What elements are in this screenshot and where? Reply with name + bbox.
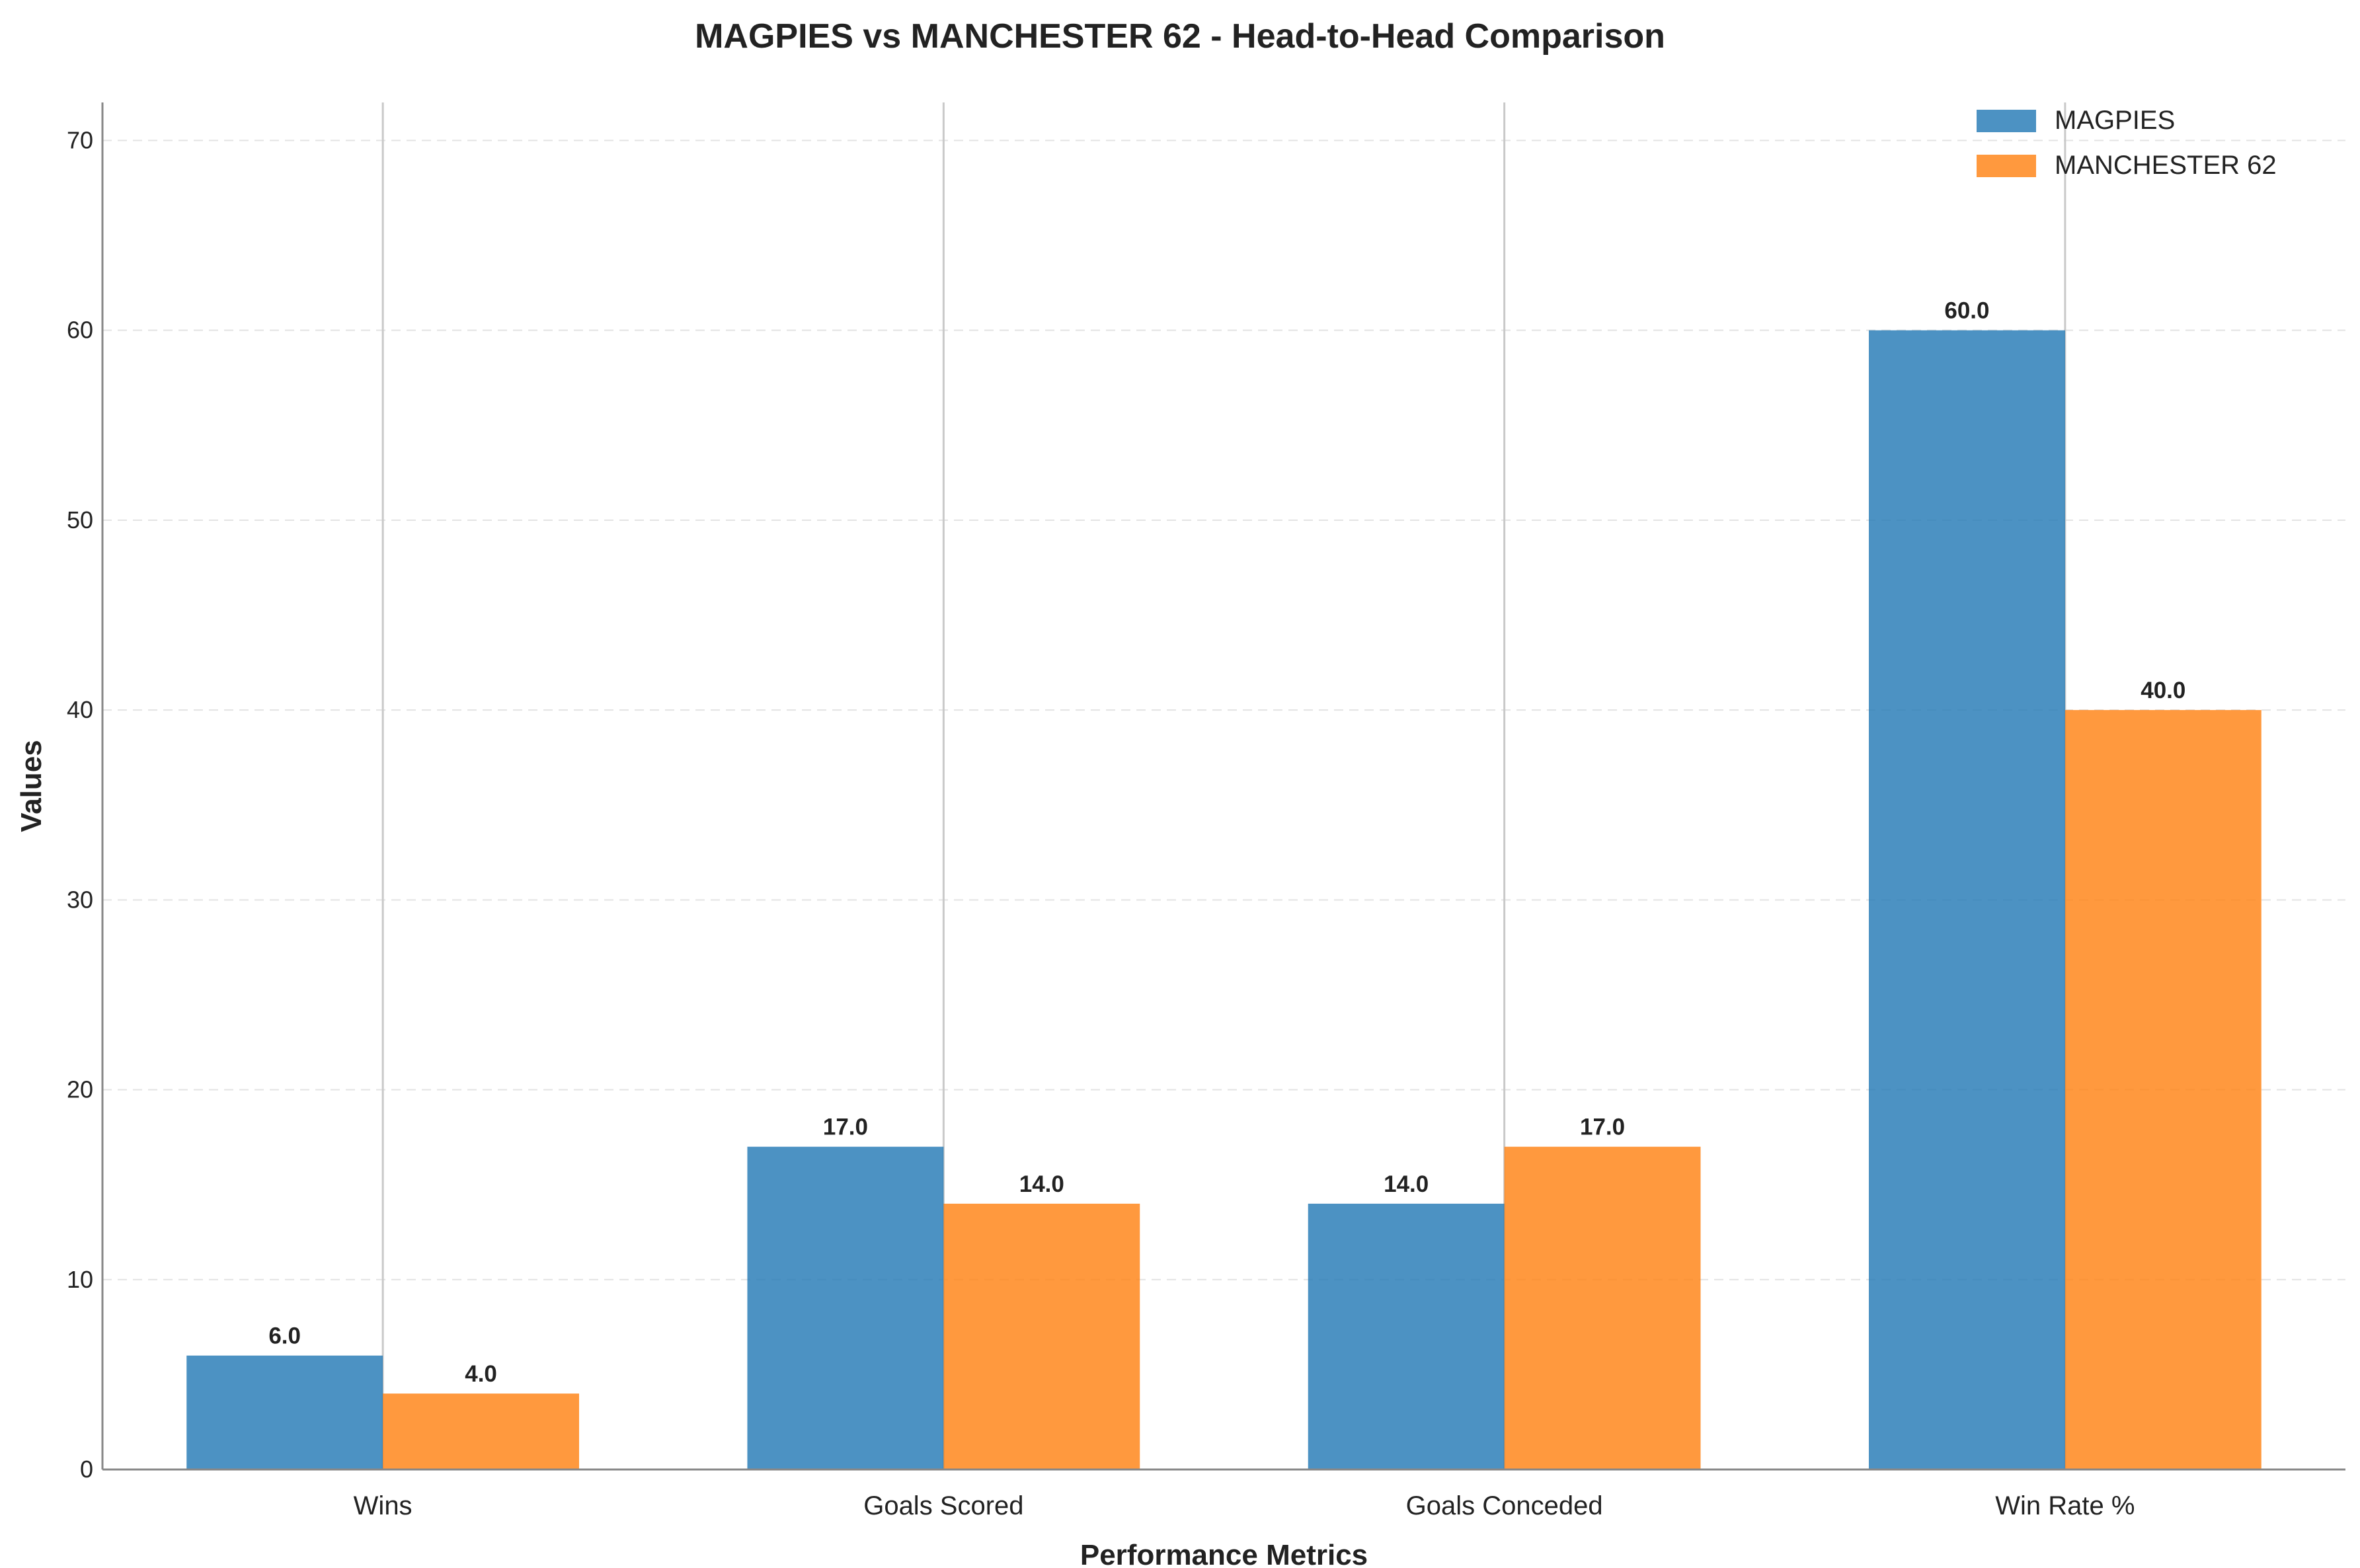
x-tick-label: Goals Conceded xyxy=(1406,1491,1603,1520)
x-ticks-layer: Wins Goals Scored Goals Conceded Win Rate % xyxy=(354,1491,2135,1520)
bar-value-label: 17.0 xyxy=(823,1115,868,1140)
bar-value-label: 17.0 xyxy=(1580,1115,1625,1140)
y-tick-label: 30 xyxy=(67,886,93,913)
x-tick-label: Win Rate % xyxy=(1995,1491,2135,1520)
legend-label: MANCHESTER 62 xyxy=(2055,151,2277,180)
bar-value-label: 14.0 xyxy=(1384,1171,1429,1197)
chart-title: MAGPIES vs MANCHESTER 62 - Head-to-Head … xyxy=(695,17,1665,56)
x-tick-label: Wins xyxy=(354,1491,413,1520)
bar-value-label: 60.0 xyxy=(1944,298,1989,324)
bar xyxy=(747,1146,944,1470)
legend-label: MAGPIES xyxy=(2055,106,2175,135)
bar xyxy=(943,1203,1140,1470)
value-labels-layer: 6.0 17.0 14.0 60.0 4.0 14.0 17.0 40.0 xyxy=(268,298,2185,1387)
legend-swatch xyxy=(1977,110,2036,132)
y-tick-label: 40 xyxy=(67,696,93,723)
bar-value-label: 40.0 xyxy=(2141,678,2185,703)
bar-value-label: 6.0 xyxy=(268,1323,301,1349)
y-axis-title: Values xyxy=(15,740,48,832)
y-tick-label: 50 xyxy=(67,506,93,533)
bars-layer xyxy=(186,330,2262,1470)
legend-swatch xyxy=(1977,155,2036,177)
y-tick-label: 70 xyxy=(67,126,93,153)
legend: MAGPIES MANCHESTER 62 xyxy=(1977,106,2277,180)
bar xyxy=(1868,330,2065,1470)
bar-value-label: 4.0 xyxy=(465,1361,497,1387)
y-tick-label: 60 xyxy=(67,317,93,344)
y-tick-label: 0 xyxy=(80,1456,93,1483)
y-ticks-layer: 0 10 20 30 40 50 60 70 xyxy=(67,126,93,1483)
bar xyxy=(1308,1203,1505,1470)
x-axis-title: Performance Metrics xyxy=(1080,1539,1368,1568)
x-tick-label: Goals Scored xyxy=(863,1491,1023,1520)
y-tick-label: 20 xyxy=(67,1076,93,1103)
bar xyxy=(383,1393,580,1470)
y-tick-label: 10 xyxy=(67,1266,93,1293)
bar xyxy=(2065,710,2262,1470)
bar xyxy=(1504,1146,1701,1470)
bar-value-label: 14.0 xyxy=(1019,1171,1064,1197)
bar xyxy=(186,1355,383,1470)
